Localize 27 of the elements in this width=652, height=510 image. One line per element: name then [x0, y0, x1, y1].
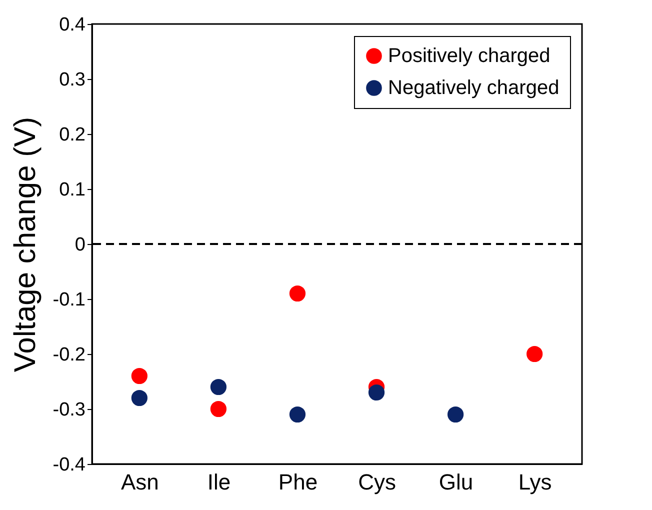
point — [131, 390, 148, 406]
y-tick-label: -0.1 — [52, 290, 86, 310]
y-tick-label: -0.4 — [52, 454, 86, 476]
x-tick-label: Ile — [207, 470, 231, 494]
x-tick-label: Lys — [518, 470, 552, 494]
point — [368, 384, 385, 401]
point — [210, 378, 227, 396]
y-tick-label: 0.1 — [59, 180, 86, 200]
y-tick-label: 0 — [74, 234, 86, 256]
legend-label: Negatively charged — [388, 77, 560, 99]
y-tick-label: 0.2 — [59, 124, 86, 146]
point — [289, 285, 306, 302]
y-axis-title: Voltage change (V) — [8, 116, 42, 372]
x-tick-label: Glu — [438, 470, 474, 494]
point — [131, 368, 148, 384]
x-tick-label: Phe — [278, 470, 318, 494]
point — [447, 406, 464, 423]
y-tick-label: -0.2 — [52, 344, 86, 366]
point — [210, 400, 227, 418]
x-tick-label: Asn — [120, 470, 159, 494]
legend-label: Positively charged — [388, 45, 550, 67]
y-tick-label: 0.3 — [59, 70, 86, 90]
y-tick-label: -0.3 — [52, 400, 86, 420]
y-tick-label: 0.4 — [59, 14, 86, 36]
point — [289, 406, 306, 423]
x-tick-label: Cys — [358, 470, 396, 494]
point — [526, 346, 543, 362]
